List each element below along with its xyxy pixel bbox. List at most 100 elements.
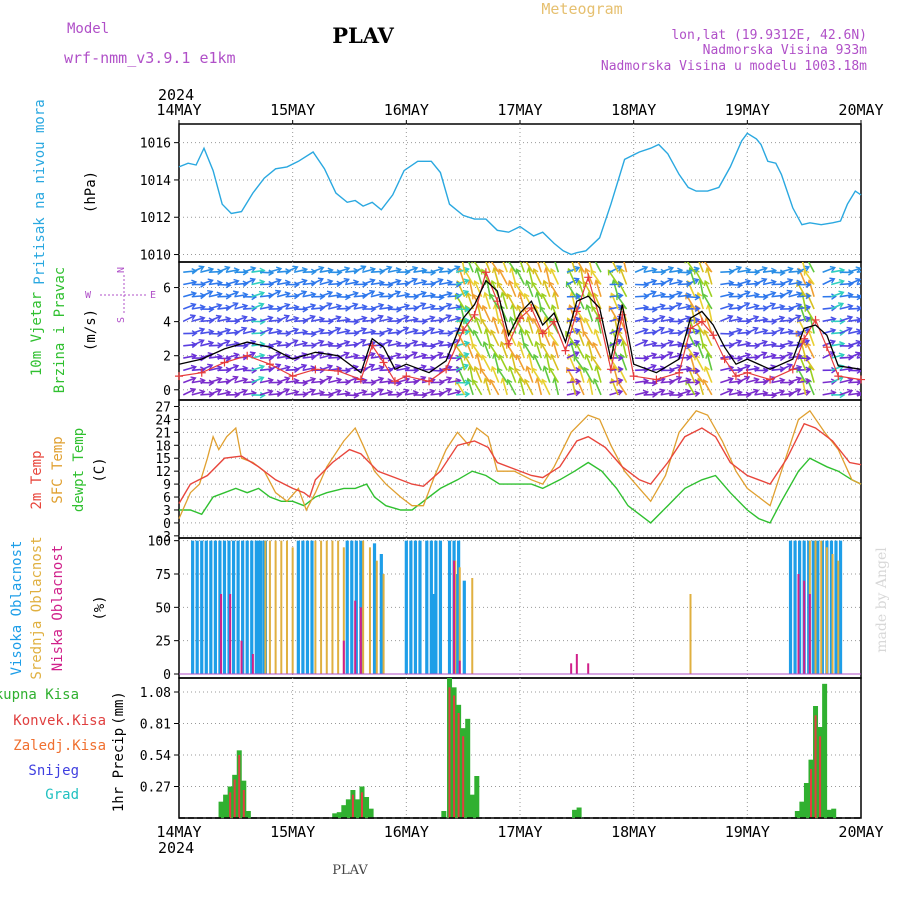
day-label-bottom: 18MAY — [611, 823, 656, 841]
wind-arrowhead — [500, 291, 507, 298]
wind-arrowhead — [752, 326, 759, 333]
wind-arrow — [475, 267, 483, 285]
wind-arrowhead — [336, 269, 343, 276]
wind-arrowhead — [481, 354, 487, 361]
low-cloud-bar — [240, 640, 243, 674]
wind-arrow — [353, 305, 367, 310]
wind-arrowhead — [445, 387, 452, 394]
high-cloud-bar — [834, 540, 838, 674]
wind-arrow — [242, 329, 256, 335]
wind-arrowhead — [292, 327, 300, 334]
wind-arrow — [387, 291, 401, 298]
wind-arrowhead — [224, 327, 232, 335]
wind-arrow — [796, 390, 810, 396]
wind-arrowhead — [276, 340, 283, 347]
wind-arrowhead — [660, 268, 667, 276]
wind-arrow — [771, 379, 785, 384]
wind-arrowhead — [190, 291, 198, 298]
low-cloud-bar — [808, 594, 811, 674]
wind-arrow — [327, 389, 341, 396]
wind-arrowhead — [550, 353, 556, 360]
wind-arrow — [293, 290, 307, 298]
wind-arrow — [830, 353, 844, 359]
wind-arrow — [547, 331, 560, 347]
day-label-top: 14MAY — [156, 101, 201, 119]
wind-arrow — [526, 366, 534, 383]
wind-arrow — [528, 353, 534, 371]
wind-arrowhead — [463, 266, 470, 274]
wind-arrow — [493, 267, 500, 285]
wind-arrow — [745, 367, 759, 372]
mid-cloud-bar — [320, 540, 323, 674]
wind-arrowhead — [779, 354, 786, 362]
wind-arrow — [268, 363, 281, 372]
high-cloud-bar — [301, 540, 305, 674]
wind-arrow — [474, 366, 483, 383]
y-tick-label-1: 0 — [163, 384, 171, 399]
wind-arrow — [413, 280, 427, 286]
wind-arrow — [259, 327, 273, 335]
wind-arrowhead — [643, 281, 650, 289]
y-tick-label-1: 4 — [163, 316, 171, 331]
wind-arrow — [413, 376, 426, 384]
wind-arrow — [651, 315, 665, 323]
gust-marker — [834, 372, 843, 381]
wind-arrow — [217, 340, 230, 347]
wind-arrow — [677, 294, 691, 298]
gust-marker — [470, 310, 479, 319]
wind-arrow — [686, 318, 700, 323]
conv-rain-bar — [242, 790, 245, 818]
wind-arrow — [788, 315, 801, 323]
high-cloud-bar — [310, 540, 314, 674]
wind-arrowhead — [525, 365, 532, 372]
temp-ylabel-sfc: SFC Temp — [50, 436, 66, 503]
wind-arrow — [728, 328, 742, 335]
wind-arrowhead — [762, 305, 769, 312]
wind-arrowhead — [242, 268, 249, 276]
wind-arrowhead — [483, 377, 490, 384]
wind-arrowhead — [667, 339, 675, 346]
wind-arrow — [302, 378, 316, 384]
wind-arrowhead — [830, 327, 837, 335]
wind-arrowhead — [463, 352, 470, 359]
wind-arrowhead — [413, 293, 420, 300]
wind-arrowhead — [317, 277, 324, 284]
wind-arrow — [788, 303, 802, 310]
wind-arrow — [533, 268, 543, 285]
wind-arrow — [754, 267, 767, 273]
wind-arrowhead — [796, 330, 803, 337]
wind-arrow — [362, 330, 376, 335]
high-cloud-bar — [455, 574, 460, 674]
y-tick-label-2: -3 — [155, 530, 171, 545]
wind-arrowhead — [685, 280, 693, 288]
wind-arrow — [493, 353, 500, 371]
wind-arrowhead — [508, 316, 515, 323]
wind-arrow — [728, 391, 742, 396]
wind-arrow — [302, 293, 316, 298]
high-cloud-bar — [262, 540, 266, 674]
wind-arrow — [259, 390, 273, 396]
wind-arrowhead — [865, 354, 870, 359]
wind-arrow — [643, 381, 657, 385]
wind-arrow — [379, 266, 392, 273]
high-cloud-bar — [209, 540, 213, 674]
wind-arrow — [319, 280, 333, 286]
wind-arrowhead — [474, 316, 481, 323]
wind-arrowhead — [344, 266, 351, 273]
wind-arrow — [796, 317, 810, 323]
wind-arrowhead — [370, 305, 377, 313]
wind-arrow — [754, 340, 767, 347]
wind-arrow — [259, 379, 273, 384]
wind-arrowhead — [677, 318, 684, 325]
wind-arrowhead — [454, 265, 461, 272]
mid-cloud-bar — [368, 547, 371, 674]
wind-arrowhead — [463, 278, 470, 285]
wind-arrowhead — [829, 339, 837, 346]
wind-arrowhead — [234, 317, 241, 325]
wind-arrow — [643, 268, 657, 274]
wind-arrowhead — [703, 329, 709, 336]
wind-arrow — [525, 280, 534, 298]
wind-arrowhead — [190, 364, 198, 371]
wind-arrow — [319, 302, 332, 310]
wind-arrowhead — [693, 266, 700, 273]
